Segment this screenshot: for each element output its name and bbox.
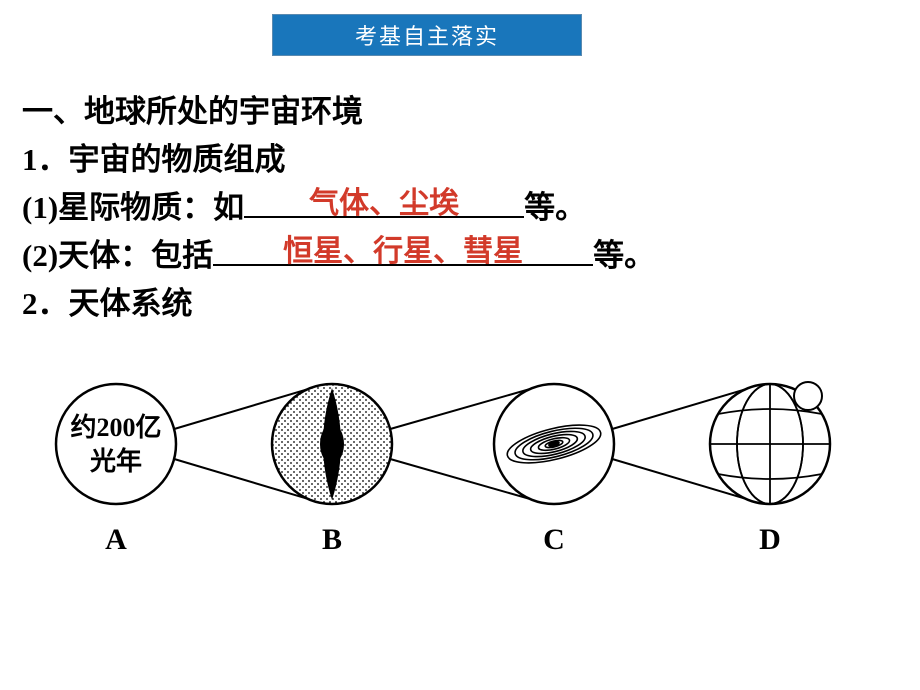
svg-text:光年: 光年	[89, 446, 142, 476]
p1b-blank: 恒星、行星、彗星	[213, 232, 593, 280]
content-block: 一、地球所处的宇宙环境 1．宇宙的物质组成 (1)星际物质：如气体、尘埃等。 (…	[22, 88, 902, 328]
p1a-marker: (1)	[22, 190, 58, 225]
p1a-after: 等。	[524, 190, 586, 225]
p1-num: 1．	[22, 142, 69, 177]
point-1a: (1)星际物质：如气体、尘埃等。	[22, 184, 902, 232]
svg-text:B: B	[322, 523, 342, 556]
p1-label: 宇宙的物质组成	[69, 142, 286, 177]
p1b-marker: (2)	[22, 238, 58, 273]
p2-num: 2．	[22, 286, 69, 321]
svg-text:约200亿: 约200亿	[70, 412, 161, 442]
p1b-before: 天体：包括	[58, 238, 213, 273]
svg-text:C: C	[543, 523, 565, 556]
svg-text:D: D	[759, 523, 781, 556]
banner-title: 考基自主落实	[355, 19, 499, 51]
diagram-svg: 约200亿光年 A B C D	[10, 344, 890, 624]
svg-text:A: A	[105, 523, 127, 556]
section-heading: 一、地球所处的宇宙环境	[22, 88, 902, 136]
point-2: 2．天体系统	[22, 280, 902, 328]
p1b-answer: 恒星、行星、彗星	[213, 228, 593, 276]
celestial-diagram: 约200亿光年 A B C D	[10, 344, 890, 654]
header-banner: 考基自主落实	[272, 14, 582, 56]
point-1: 1．宇宙的物质组成	[22, 136, 902, 184]
point-1b: (2)天体：包括恒星、行星、彗星等。	[22, 232, 902, 280]
p1a-blank: 气体、尘埃	[244, 184, 524, 232]
p1b-after: 等。	[593, 238, 655, 273]
p2-label: 天体系统	[69, 286, 193, 321]
p1a-answer: 气体、尘埃	[244, 180, 524, 228]
p1a-before: 星际物质：如	[58, 190, 244, 225]
